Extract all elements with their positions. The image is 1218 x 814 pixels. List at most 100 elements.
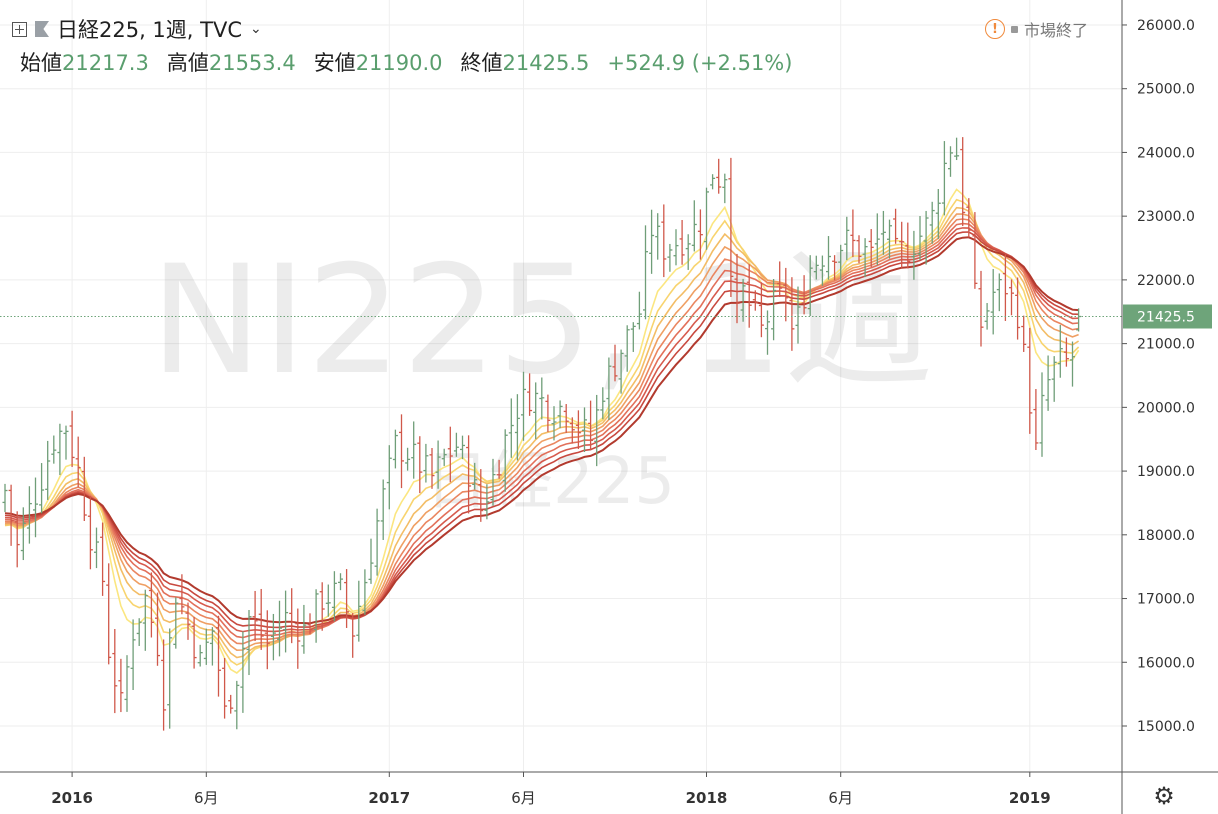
- ohlc-bar: [771, 278, 777, 341]
- price-tick-label: 22000.0: [1137, 273, 1195, 289]
- ohlc-bar: [441, 448, 447, 466]
- settings-gear-icon[interactable]: ⚙: [1153, 782, 1175, 810]
- chevron-down-icon[interactable]: ⌄: [250, 21, 262, 37]
- expand-icon[interactable]: [12, 21, 27, 37]
- ohlc-bar: [1039, 372, 1045, 457]
- ohlc-bar: [392, 429, 398, 469]
- ohlc-bar: [1045, 355, 1051, 411]
- ohlc-bar: [142, 589, 148, 651]
- ohlc-bar: [307, 613, 313, 635]
- ohlc-bar: [466, 435, 472, 514]
- ohlc-bar: [203, 628, 209, 665]
- ohlc-bar: [429, 448, 435, 489]
- ohlc-bar: [405, 447, 411, 471]
- ohlc-bar: [600, 387, 606, 420]
- ohlc-bar: [374, 508, 380, 576]
- ohlc-bar: [75, 436, 81, 488]
- ohlc-bar: [155, 592, 160, 666]
- ohlc-bar: [734, 253, 740, 324]
- ohlc-bar: [124, 655, 130, 712]
- high-value: 21553.4: [208, 51, 296, 75]
- ohlc-bar: [185, 602, 191, 640]
- ohlc-bar: [222, 657, 228, 719]
- ohlc-bar: [228, 694, 234, 714]
- ohlc-bar: [917, 216, 923, 260]
- ohlc-bar: [51, 435, 57, 464]
- ohlc-bar: [277, 600, 282, 657]
- ohlc-bar: [704, 187, 709, 250]
- ohlc-bar: [606, 357, 612, 421]
- ohlc-bar: [582, 407, 587, 453]
- ema-line-23: [4, 222, 1079, 639]
- ohlc-bar: [935, 189, 941, 239]
- ohlc-bar: [636, 291, 642, 330]
- ohlc-bar: [899, 221, 905, 268]
- ohlc-bar: [386, 445, 392, 510]
- ohlc-bar: [258, 588, 264, 650]
- ohlc-bar: [94, 527, 99, 569]
- ohlc-bar: [8, 484, 14, 546]
- ohlc-bar: [1051, 356, 1057, 402]
- ohlc-bar: [1021, 315, 1027, 352]
- ohlc-bar: [911, 230, 917, 280]
- ohlc-bar: [209, 627, 215, 666]
- ohlc-bar: [81, 456, 87, 522]
- ohlc-bar: [191, 616, 197, 669]
- market-status: ! 市場終了: [985, 17, 1088, 41]
- ema-ribbon: [4, 188, 1080, 674]
- ohlc-bar: [356, 580, 362, 642]
- ohlc-bar: [234, 680, 240, 730]
- price-tick-label: 18000.0: [1137, 528, 1195, 544]
- price-tick-label: 25000.0: [1137, 82, 1195, 98]
- low-label: 安値: [313, 51, 356, 75]
- ohlc-bar: [978, 270, 984, 347]
- ohlc-bar: [112, 628, 118, 714]
- ohlc-bar: [57, 423, 63, 476]
- ohlc-bar: [331, 571, 337, 622]
- ohlc-bar: [484, 484, 490, 520]
- ohlc-bar: [453, 432, 459, 457]
- ohlc-bar: [697, 209, 703, 260]
- ohlc-bar: [435, 440, 441, 489]
- ohlc-bar: [557, 400, 563, 429]
- symbol-title[interactable]: 日経225, 1週, TVC: [57, 18, 243, 42]
- ema-line-20: [4, 218, 1079, 645]
- low-value: 21190.0: [355, 51, 443, 75]
- ohlc-bar: [338, 573, 343, 591]
- ohlc-bar: [417, 436, 423, 494]
- status-dot-icon: [1011, 25, 1018, 33]
- ohlc-bar: [838, 244, 844, 281]
- ohlc-bar: [325, 584, 331, 617]
- time-axis[interactable]: 2016 6月 2017 6月 2018 6月 2019: [51, 772, 1051, 807]
- ohlc-bar: [87, 495, 93, 570]
- ohlc-bar: [765, 310, 770, 355]
- ohlc-bar: [710, 174, 716, 190]
- symbol-header[interactable]: 日経225, 1週, TVC ⌄: [12, 14, 262, 44]
- ema-line-33: [4, 236, 1079, 625]
- ohlc-bar: [551, 406, 557, 441]
- ohlc-bar: [874, 213, 880, 266]
- price-axis[interactable]: 15000.0 16000.0 17000.0 18000.0 19000.0 20000…: [1122, 18, 1195, 735]
- ohlc-bar: [2, 483, 8, 513]
- ohlc-bar: [948, 146, 953, 177]
- ohlc-bar: [319, 582, 325, 631]
- price-tick-label: 15000.0: [1137, 719, 1195, 735]
- ohlc-bar: [887, 219, 892, 259]
- ohlc-bar: [14, 511, 20, 568]
- ohlc-bar: [399, 414, 404, 489]
- ohlc-bar: [728, 157, 734, 297]
- open-label: 始値: [20, 51, 62, 75]
- warning-icon[interactable]: !: [985, 19, 1005, 39]
- ohlc-bar: [447, 426, 453, 483]
- ohlc-bar: [630, 322, 636, 352]
- ohlc-bar: [496, 459, 502, 479]
- ohlc-bar: [716, 158, 722, 194]
- ohlc-bar: [923, 210, 929, 265]
- ohlc-bar: [612, 344, 618, 382]
- ohlc-bar: [960, 137, 966, 227]
- ema-line-17: [4, 213, 1079, 652]
- ohlc-bar: [954, 137, 960, 161]
- ohlc-bar: [100, 522, 106, 596]
- price-tick-label: 20000.0: [1137, 400, 1195, 416]
